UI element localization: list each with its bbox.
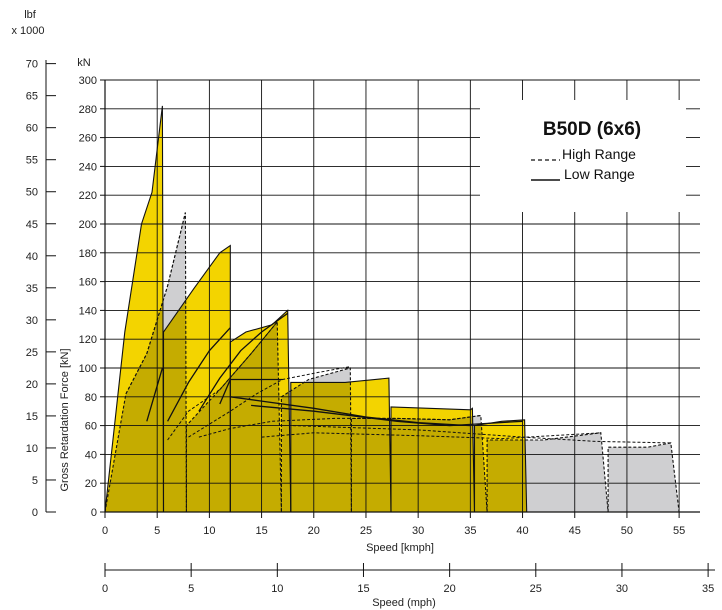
kn-unit-label: kN (77, 57, 91, 69)
x-axis-title-kmph: Speed [kmph] (366, 542, 434, 554)
kmph-tick-label: 5 (154, 525, 160, 537)
high-range-fill-layer (105, 212, 680, 512)
high-range-gear-3-area (281, 368, 352, 512)
high-range-gear-5-area (487, 432, 609, 512)
kmph-tick-label: 15 (255, 525, 267, 537)
high-range-gear-6-edge (607, 442, 680, 512)
lbf-multiplier-label: x 1000 (11, 25, 44, 37)
lbf-tick-label: 45 (26, 219, 38, 231)
mph-tick-label: 20 (444, 583, 456, 595)
low-range-gear-3-edge (229, 309, 292, 512)
low-range-gear-2-curve (167, 327, 231, 422)
y-axis-title: Gross Retardation Force [kN] (59, 348, 71, 491)
mph-tick-label: 35 (702, 583, 714, 595)
lbf-tick-label: 0 (32, 507, 38, 519)
high-range-gear-2-edge (185, 320, 282, 512)
lbf-tick-label: 35 (26, 283, 38, 295)
kmph-tick-label: 30 (412, 525, 424, 537)
kn-tick-label: 280 (79, 104, 97, 116)
kmph-tick-label: 40 (516, 525, 528, 537)
high-range-gear-1-curve (125, 212, 186, 395)
kn-tick-label: 60 (85, 421, 97, 433)
low-range-gear-5-edge (390, 406, 476, 512)
high-range-gear-3-edge (280, 367, 352, 512)
lbf-unit-label: lbf (24, 9, 37, 21)
chart-title: B50D (6x6) (543, 119, 641, 140)
high-range-gear-3-curve (188, 366, 351, 438)
lbf-tick-label: 50 (26, 187, 38, 199)
low-range-gear-4-edge (290, 377, 392, 512)
kmph-tick-label: 20 (308, 525, 320, 537)
mph-tick-label: 30 (616, 583, 628, 595)
lbf-tick-label: 25 (26, 347, 38, 359)
mph-axis-ticks: 0 5 10 15 20 25 30 35 (102, 563, 714, 595)
kn-axis-ticks: 0 20 40 60 80 100 120 140 160 180 200 220 240 260 280 3… (79, 75, 105, 519)
lbf-tick-label: 30 (26, 315, 38, 327)
mph-tick-label: 15 (357, 583, 369, 595)
kn-tick-label: 100 (79, 363, 97, 375)
high-range-gear-4-curve (198, 415, 481, 438)
kn-tick-label: 0 (91, 507, 97, 519)
legend-low-range-label: Low Range (564, 166, 635, 182)
lbf-tick-label: 10 (26, 443, 38, 455)
x-axis-title-mph: Speed (mph) (372, 597, 436, 609)
high-range-gear-2-area (186, 321, 282, 512)
lbf-tick-label: 55 (26, 155, 38, 167)
kmph-tick-label: 55 (673, 525, 685, 537)
high-range-gear-6-area (608, 442, 680, 512)
low-range-gear-2-edge (162, 244, 231, 512)
kmph-tick-label: 10 (203, 525, 215, 537)
low-range-gear-6-edge (473, 419, 528, 512)
retarder-curve-layer (125, 212, 671, 444)
high-range-gear-5-edge (486, 432, 609, 512)
kn-tick-label: 300 (79, 75, 97, 87)
kn-tick-label: 160 (79, 277, 97, 289)
high-range-gear-2-curve (167, 321, 278, 441)
legend-box (480, 100, 686, 212)
kmph-tick-label: 50 (621, 525, 633, 537)
mph-tick-label: 5 (188, 583, 194, 595)
low-range-gear-4-curve (219, 378, 283, 405)
high-range-gear-1-area (105, 212, 187, 512)
high-range-gear-5-curve (261, 432, 601, 440)
lbf-tick-label: 20 (26, 379, 38, 391)
lbf-tick-label: 15 (26, 411, 38, 423)
kmph-tick-label: 45 (569, 525, 581, 537)
kn-tick-label: 220 (79, 190, 97, 202)
low-range-gear-3-curve (198, 312, 289, 412)
legend-high-range-label: High Range (562, 146, 636, 162)
kn-tick-label: 20 (85, 478, 97, 490)
lbf-tick-label: 65 (26, 91, 38, 103)
kn-tick-label: 40 (85, 449, 97, 461)
kmph-tick-label: 35 (464, 525, 476, 537)
lbf-axis-ticks: 0 5 10 15 20 25 30 35 40 45 50 55 60 65 70 (26, 59, 56, 519)
high-range-gear-4-area (351, 415, 488, 512)
kn-tick-label: 120 (79, 334, 97, 346)
mph-tick-label: 0 (102, 583, 108, 595)
lbf-tick-label: 40 (26, 251, 38, 263)
mph-tick-label: 10 (271, 583, 283, 595)
kn-tick-label: 180 (79, 248, 97, 260)
lbf-tick-label: 5 (32, 475, 38, 487)
lbf-tick-label: 60 (26, 123, 38, 135)
lbf-tick-label: 70 (26, 59, 38, 71)
kmph-tick-label: 0 (102, 525, 108, 537)
kn-tick-label: 200 (79, 219, 97, 231)
kmph-tick-label: 25 (360, 525, 372, 537)
kn-tick-label: 140 (79, 305, 97, 317)
kn-tick-label: 260 (79, 133, 97, 145)
low-range-gear-1-edge (105, 105, 165, 512)
low-range-gear-6-curve (251, 404, 523, 427)
low-range-gear-1-curve (146, 367, 164, 422)
legend: B50D (6x6) High Range Low Range (480, 100, 686, 212)
mph-tick-label: 25 (530, 583, 542, 595)
kmph-axis-ticks: 0 5 10 15 20 25 30 35 40 45 50 55 (102, 512, 685, 537)
kn-tick-label: 80 (85, 392, 97, 404)
kn-tick-label: 240 (79, 161, 97, 173)
